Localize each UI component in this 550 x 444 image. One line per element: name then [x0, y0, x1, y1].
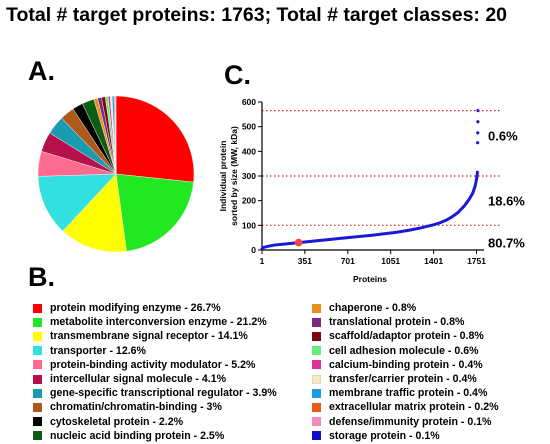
legend-swatch: [33, 317, 42, 327]
x-tick-label: 351: [298, 256, 312, 266]
x-tick-label: 1: [260, 256, 265, 266]
legend-label: nucleic acid binding protein - 2.5%: [50, 429, 225, 442]
y-tick-label: 600: [242, 97, 256, 107]
legend-label: extracellular matrix protein - 0.2%: [329, 401, 499, 414]
y-axis-label: Individual proteinsorted by size (MW, kD…: [218, 126, 239, 226]
legend-item: scaffold/adaptor protein - 0.8%: [312, 329, 484, 343]
legend-label: storage protein - 0.1%: [329, 429, 440, 442]
x-tick-label: 1401: [424, 256, 443, 266]
legend-item: translational protein - 0.8%: [312, 315, 464, 329]
legend-swatch: [33, 360, 42, 370]
legend-label: chromatin/chromatin-binding - 3%: [50, 401, 222, 414]
pie-slice-1: [115, 173, 194, 252]
outlier-point: [476, 120, 480, 124]
percent-annotation: 80.7%: [488, 235, 525, 250]
y-tick-label: 100: [242, 220, 256, 230]
legend-label: protein-binding activity modulator - 5.2…: [50, 358, 256, 371]
legend-label: transfer/carrier protein - 0.4%: [329, 373, 477, 385]
legend-label: cytoskeletal protein - 2.2%: [50, 415, 184, 428]
x-tick-label: 701: [341, 256, 355, 266]
legend-swatch: [312, 303, 321, 313]
legend-label: scaffold/adaptor protein - 0.8%: [329, 330, 484, 343]
protein-size-curve: [260, 170, 479, 251]
outlier-point: [476, 131, 480, 135]
legend-swatch: [33, 303, 42, 313]
legend-label: transporter - 12.6%: [50, 344, 146, 357]
legend-item: cytoskeletal protein - 2.2%: [33, 415, 183, 429]
legend-item: chaperone - 0.8%: [312, 301, 416, 315]
x-axis-label: Proteins: [353, 274, 387, 284]
legend-label: membrane traffic protein - 0.4%: [329, 387, 488, 400]
y-tick-label: 400: [242, 146, 256, 156]
panel-label-c: C.: [224, 60, 251, 90]
pie-chart: [37, 95, 195, 253]
outlier-point: [476, 141, 480, 145]
y-tick-label: 200: [242, 196, 256, 206]
pie-slice-2: [62, 173, 127, 253]
legend-item: defense/immunity protein - 0.1%: [312, 415, 491, 429]
legend-item: extracellular matrix protein - 0.2%: [312, 400, 499, 414]
highlighted-point: [294, 238, 303, 247]
legend-swatch: [312, 346, 321, 356]
legend-swatch: [312, 402, 321, 412]
outlier-point: [476, 109, 480, 113]
legend-label: protein modifying enzyme - 26.7%: [50, 302, 221, 314]
pie-slice-0: [115, 95, 195, 183]
y-tick-label: 0: [251, 245, 256, 255]
legend-swatch: [33, 417, 42, 427]
legend-item: transfer/carrier protein - 0.4%: [312, 372, 477, 386]
legend-item: metabolite interconversion enzyme - 21.2…: [33, 315, 267, 329]
legend-label: chaperone - 0.8%: [329, 302, 417, 314]
legend-swatch: [33, 331, 42, 341]
panel-label-b: B.: [28, 262, 55, 292]
panel-label-a: A.: [28, 56, 55, 86]
x-tick-label: 1051: [381, 256, 400, 266]
legend-label: cell adhesion molecule - 0.6%: [329, 344, 479, 357]
legend-item: calcium-binding protein - 0.4%: [312, 358, 483, 372]
legend-swatch: [312, 317, 321, 327]
x-tick-label: 1751: [467, 256, 486, 266]
legend-label: calcium-binding protein - 0.4%: [329, 358, 483, 371]
y-tick-label: 500: [242, 122, 256, 132]
legend-label: transmembrane signal receptor - 14.1%: [50, 330, 248, 343]
legend-item: nucleic acid binding protein - 2.5%: [33, 429, 224, 443]
legend-item: protein-binding activity modulator - 5.2…: [33, 358, 255, 372]
legend-item: cell adhesion molecule - 0.6%: [312, 344, 479, 358]
legend-label: translational protein - 0.8%: [329, 316, 465, 329]
legend-label: intercellular signal molecule - 4.1%: [50, 373, 227, 385]
legend-swatch: [312, 374, 321, 384]
legend-label: metabolite interconversion enzyme - 21.2…: [50, 316, 267, 329]
legend-item: intercellular signal molecule - 4.1%: [33, 372, 226, 386]
legend-label: defense/immunity protein - 0.1%: [329, 415, 492, 428]
legend-swatch: [312, 431, 321, 441]
legend-swatch: [312, 388, 321, 398]
legend-swatch: [312, 331, 321, 341]
legend-swatch: [33, 402, 42, 412]
legend-item: protein modifying enzyme - 26.7%: [33, 301, 221, 315]
legend-swatch: [33, 374, 42, 384]
pie-slice-3: [37, 173, 117, 232]
percent-annotation: 0.6%: [488, 128, 518, 143]
figure-title: Total # target proteins: 1763; Total # t…: [6, 4, 508, 26]
legend-label: gene-specific transcriptional regulator …: [50, 387, 277, 400]
legend-item: chromatin/chromatin-binding - 3%: [33, 400, 222, 414]
legend-item: transporter - 12.6%: [33, 344, 146, 358]
legend-swatch: [33, 388, 42, 398]
legend-item: transmembrane signal receptor - 14.1%: [33, 329, 248, 343]
percent-annotation: 18.6%: [488, 194, 525, 209]
legend-item: membrane traffic protein - 0.4%: [312, 386, 487, 400]
y-tick-label: 300: [242, 171, 256, 181]
legend-swatch: [33, 346, 42, 356]
legend-item: storage protein - 0.1%: [312, 429, 440, 443]
legend-swatch: [33, 431, 42, 441]
legend-swatch: [312, 417, 321, 427]
legend-item: gene-specific transcriptional regulator …: [33, 386, 277, 400]
protein-size-scatter-chart: 0 100 200 300 400 500 600 1 351 701 1051 1401 1751 Pr…: [218, 97, 525, 284]
legend-swatch: [312, 360, 321, 370]
